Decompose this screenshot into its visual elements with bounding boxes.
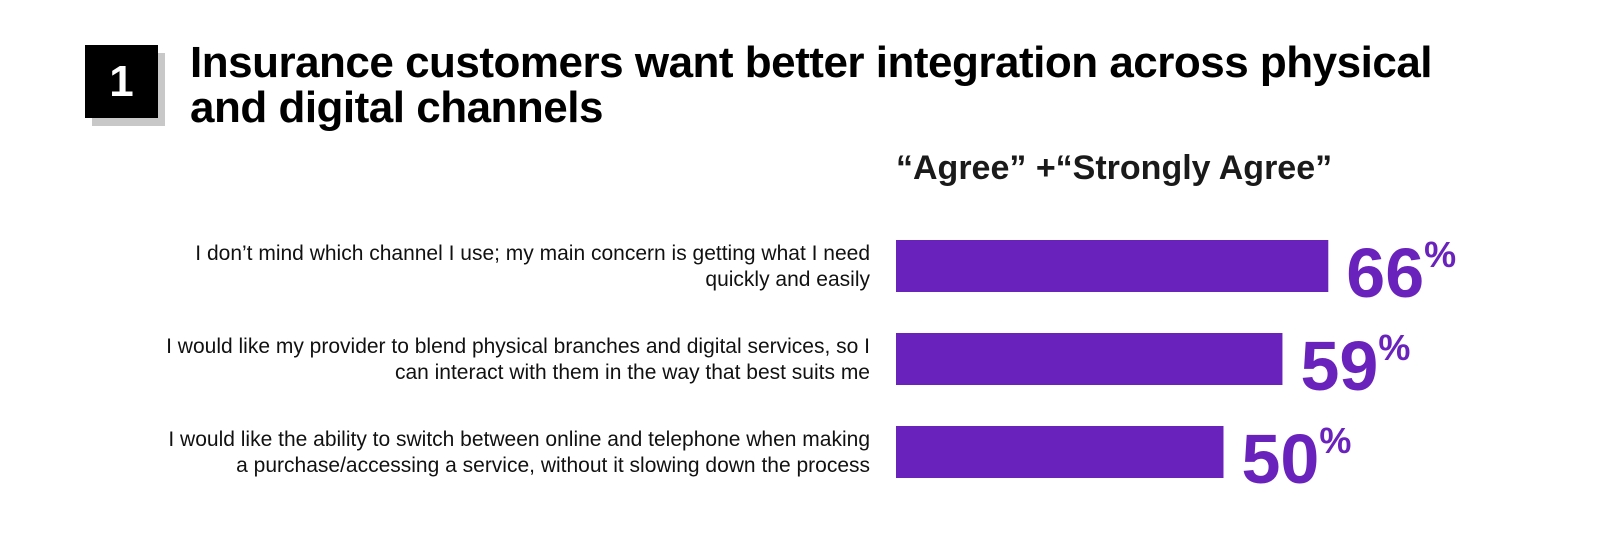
value-label-2: 50% bbox=[1242, 420, 1352, 498]
category-label-1: I would like my provider to blend physic… bbox=[166, 335, 870, 384]
page-title: Insurance customers want better integrat… bbox=[190, 38, 1433, 132]
value-label-0: 66% bbox=[1346, 234, 1456, 312]
value-label-1: 59% bbox=[1300, 327, 1410, 405]
bar-2 bbox=[896, 426, 1224, 478]
section-number-badge: 1 bbox=[85, 45, 158, 118]
chart-title: “Agree” +“Strongly Agree” bbox=[896, 149, 1333, 187]
section-number: 1 bbox=[109, 56, 134, 106]
bar-0 bbox=[896, 240, 1329, 292]
category-label-2: I would like the ability to switch betwe… bbox=[168, 428, 870, 477]
category-label-0: I don’t mind which channel I use; my mai… bbox=[195, 242, 870, 291]
bar-1 bbox=[896, 333, 1283, 385]
